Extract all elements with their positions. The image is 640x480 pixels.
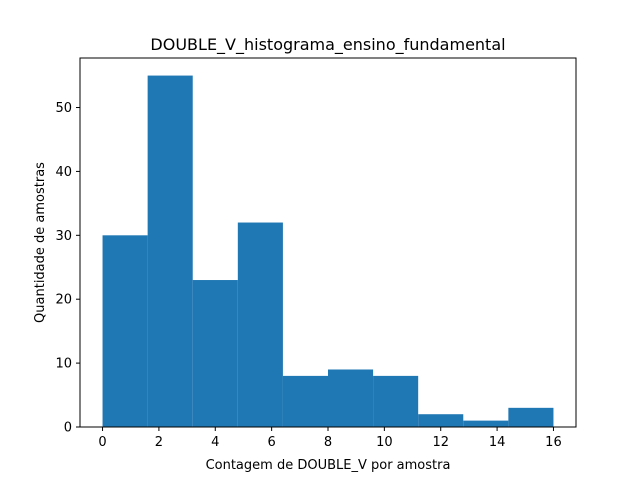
bars-group bbox=[102, 75, 554, 428]
plot-frame bbox=[79, 57, 577, 428]
y-axis: 0 10 20 30 40 50 bbox=[55, 101, 80, 436]
x-axis-label: Contagem de DOUBLE_V por amostra bbox=[206, 458, 451, 473]
histogram-bar bbox=[418, 414, 464, 427]
y-tick-label: 10 bbox=[55, 357, 72, 372]
histogram-bar bbox=[192, 280, 238, 427]
x-tick-label: 8 bbox=[324, 435, 332, 450]
histogram-bar bbox=[282, 375, 328, 427]
histogram-bar bbox=[328, 369, 374, 427]
y-tick-label: 30 bbox=[55, 229, 72, 244]
y-axis-label: Quantidade de amostras bbox=[33, 162, 48, 323]
x-tick-label: 10 bbox=[376, 435, 393, 450]
histogram-bar bbox=[463, 420, 509, 427]
chart-title: DOUBLE_V_histograma_ensino_fundamental bbox=[150, 35, 505, 55]
histogram-bar bbox=[373, 375, 419, 427]
x-tick-label: 14 bbox=[489, 435, 506, 450]
histogram-bar bbox=[147, 75, 193, 428]
y-tick-label: 20 bbox=[55, 293, 72, 308]
x-tick-label: 2 bbox=[155, 435, 163, 450]
x-tick-label: 12 bbox=[432, 435, 449, 450]
x-tick-label: 0 bbox=[98, 435, 106, 450]
x-tick-label: 16 bbox=[545, 435, 562, 450]
histogram-bar bbox=[508, 407, 554, 427]
x-tick-label: 6 bbox=[267, 435, 275, 450]
histogram-bar bbox=[237, 222, 283, 427]
histogram-bar bbox=[102, 235, 148, 427]
x-tick-label: 4 bbox=[211, 435, 219, 450]
y-tick-label: 50 bbox=[55, 101, 72, 116]
y-tick-label: 40 bbox=[55, 165, 72, 180]
y-tick-label: 0 bbox=[64, 421, 72, 436]
x-axis: 0 2 4 6 8 10 12 14 16 bbox=[98, 427, 562, 450]
